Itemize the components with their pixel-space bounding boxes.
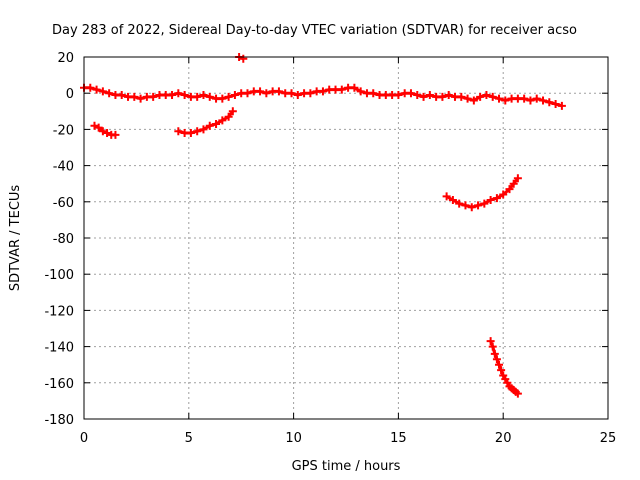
x-tick-label: 5 xyxy=(185,431,193,446)
y-tick-label: -100 xyxy=(44,268,74,283)
x-tick-label: 15 xyxy=(390,431,407,446)
data-points xyxy=(80,53,566,398)
y-tick-label: -140 xyxy=(44,341,74,356)
x-axis-label: GPS time / hours xyxy=(292,459,401,474)
chart-title: Day 283 of 2022, Sidereal Day-to-day VTE… xyxy=(52,23,577,38)
x-tick-label: 0 xyxy=(80,431,88,446)
y-tick-label: -20 xyxy=(53,123,74,138)
axis-ticks: 20 0 -20 -40 -60 -80 -100 -120 -140 -160 -180 0 5 10 1… xyxy=(44,51,616,446)
y-tick-label: -40 xyxy=(53,160,74,175)
series-trace xyxy=(93,124,116,137)
x-tick-label: 25 xyxy=(600,431,617,446)
y-axis-label: SDTVAR / TECUs xyxy=(8,185,23,292)
series-trace xyxy=(84,86,563,108)
y-tick-label: -60 xyxy=(53,196,74,211)
y-tick-label: -160 xyxy=(44,377,74,392)
data-series xyxy=(235,53,248,63)
y-tick-label: 20 xyxy=(57,51,74,66)
data-series xyxy=(90,121,120,139)
y-tick-label: -180 xyxy=(44,413,74,428)
x-tick-label: 10 xyxy=(285,431,302,446)
series-trace xyxy=(177,110,235,135)
y-tick-label: -80 xyxy=(53,232,74,247)
series-trace xyxy=(489,340,519,395)
data-series xyxy=(486,337,522,398)
data-series xyxy=(174,107,237,138)
y-tick-label: 0 xyxy=(66,87,74,102)
y-tick-label: -120 xyxy=(44,304,74,319)
data-series xyxy=(442,174,522,212)
series-trace xyxy=(445,177,520,209)
data-series xyxy=(80,83,566,110)
x-tick-label: 20 xyxy=(495,431,512,446)
grid-lines xyxy=(84,57,608,419)
